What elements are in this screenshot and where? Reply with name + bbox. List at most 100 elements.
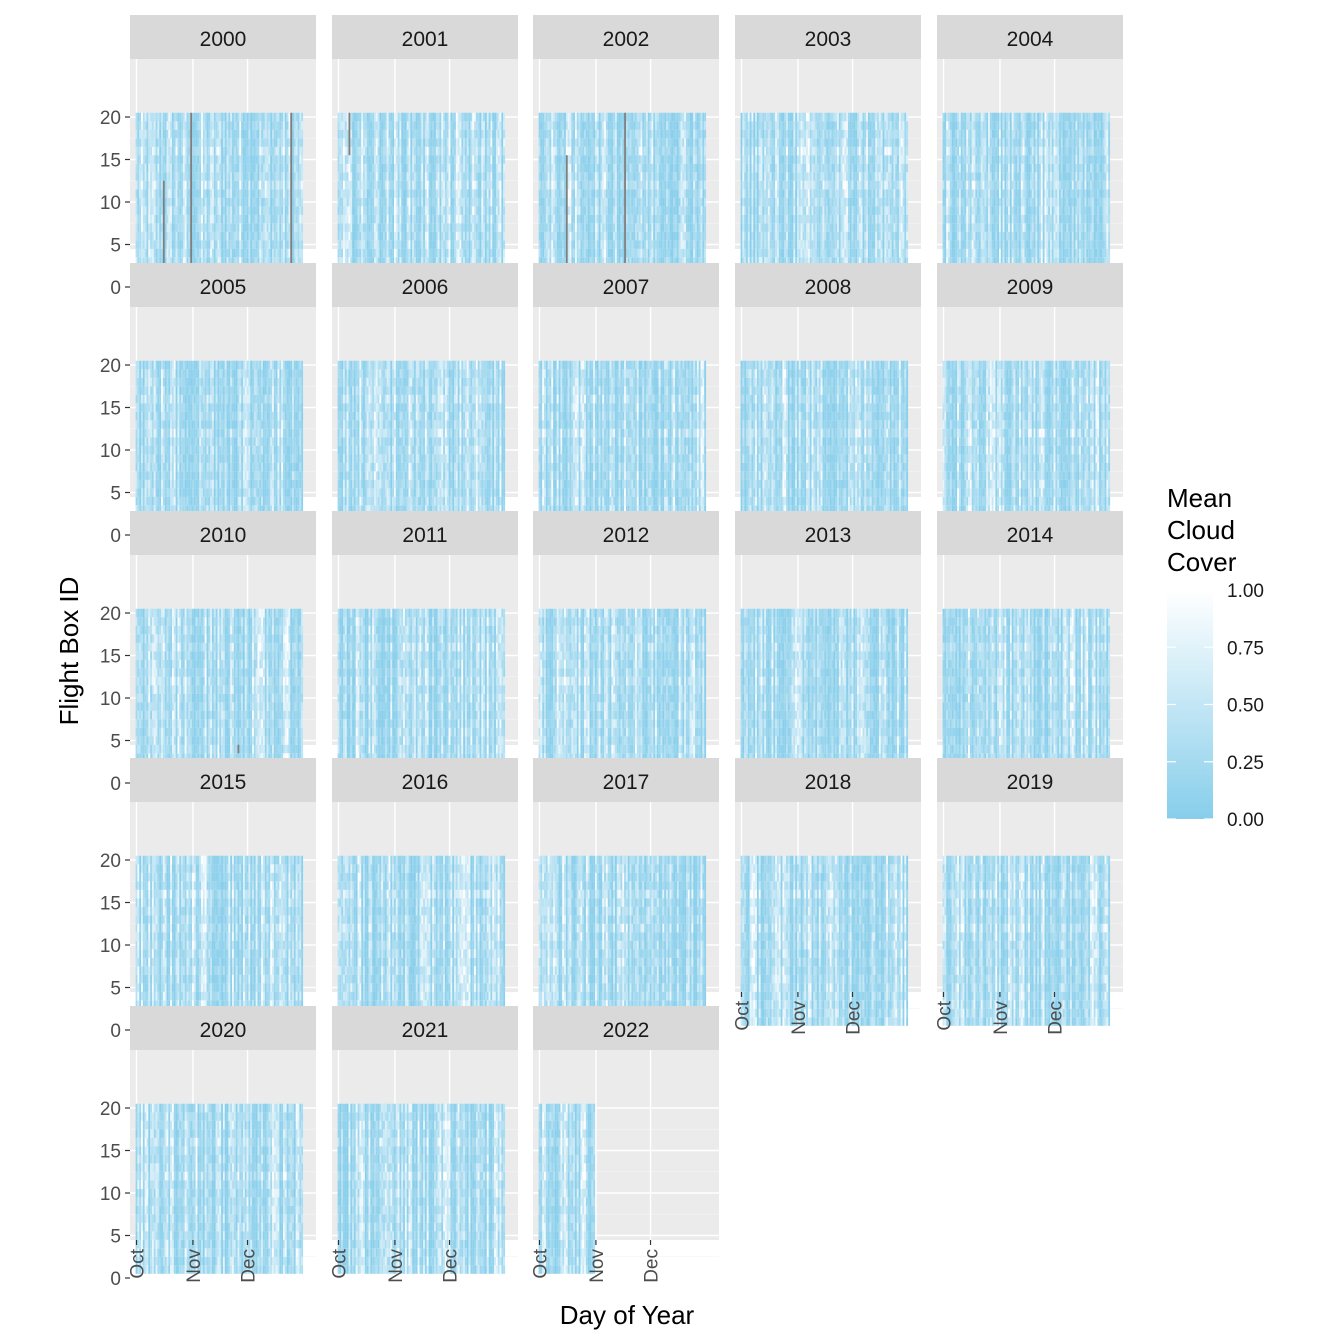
heat-cell [584, 248, 586, 258]
heat-cell [556, 163, 559, 173]
heat-cell [615, 129, 617, 139]
heat-cell [410, 146, 413, 156]
heat-cell [464, 206, 467, 215]
heat-cell [622, 206, 625, 215]
heat-cell [602, 257, 605, 266]
heat-cell [341, 240, 344, 249]
heat-cell [299, 129, 302, 139]
heat-cell [468, 257, 471, 266]
heat-cell [266, 129, 269, 139]
heat-cell [499, 240, 502, 249]
heat-cell [580, 155, 583, 164]
heat-cell [616, 180, 619, 190]
heat-cell [372, 189, 375, 198]
heat-cell [292, 231, 294, 241]
heat-cell [463, 231, 466, 241]
heat-cell [452, 189, 455, 198]
heat-cell [366, 240, 369, 249]
heat-cell [390, 214, 393, 224]
heat-cell [179, 240, 182, 249]
heat-cell [184, 231, 187, 241]
heat-cell [179, 206, 182, 215]
heat-cell [560, 138, 563, 147]
heat-cell [208, 257, 211, 266]
heat-cell [538, 240, 541, 249]
heat-cell [645, 206, 648, 215]
heat-cell [494, 206, 496, 215]
heat-cell [417, 197, 420, 207]
heat-cell [647, 248, 650, 258]
heat-cell [461, 257, 464, 266]
heat-cell [272, 223, 274, 232]
heat-cell [415, 146, 418, 156]
heat-cell [141, 155, 143, 164]
heat-cell [221, 223, 223, 232]
heat-cell [201, 189, 203, 198]
heat-cell [466, 197, 469, 207]
heat-cell [437, 163, 440, 173]
heat-cell [339, 146, 342, 156]
heat-cell [383, 121, 385, 130]
heat-cell [170, 172, 173, 181]
heat-cell [649, 206, 652, 215]
heat-cell [301, 129, 304, 139]
heat-cell [301, 163, 304, 173]
heat-cell [549, 172, 552, 181]
heat-cell [640, 248, 643, 258]
heat-cell [383, 214, 385, 224]
heat-cell [545, 121, 548, 130]
heat-cell [201, 223, 203, 232]
heat-cell [426, 172, 429, 181]
heat-cell [564, 231, 566, 241]
heat-cell [622, 231, 625, 241]
heat-cell [153, 180, 156, 190]
heat-cell [455, 146, 458, 156]
heat-cell [468, 121, 471, 130]
heat-cell [219, 172, 222, 181]
heat-cell [244, 155, 247, 164]
heat-cell [252, 146, 254, 156]
heat-cell [377, 257, 380, 266]
heat-cell [615, 214, 617, 224]
heat-cell [395, 129, 398, 139]
heat-cell [153, 146, 156, 156]
heat-cell [279, 155, 282, 164]
heat-cell [587, 231, 590, 241]
heat-cell [545, 223, 548, 232]
heat-cell [441, 240, 444, 249]
heat-cell [395, 180, 398, 190]
heat-cell [224, 214, 227, 224]
heat-cell [474, 214, 476, 224]
heat-cell [649, 121, 652, 130]
heat-cell [184, 257, 187, 266]
heat-cell [233, 197, 236, 207]
heat-cell [564, 146, 566, 156]
heat-cell [226, 146, 229, 156]
heat-cell [573, 180, 576, 190]
facet-panel-2000: 2000 [130, 15, 316, 288]
heat-cell [204, 248, 207, 258]
heat-cell [168, 240, 171, 249]
heat-cell [574, 172, 577, 181]
heat-cell [645, 214, 648, 224]
heat-cell [273, 240, 276, 249]
heat-cell [443, 180, 446, 190]
heat-cell [348, 189, 351, 198]
heat-cell [388, 223, 391, 232]
heat-cell [444, 214, 447, 224]
heat-cell [159, 248, 162, 258]
heat-cell [576, 206, 579, 215]
heat-cell [208, 248, 211, 258]
heat-cell [164, 112, 167, 122]
heat-cell [454, 146, 456, 156]
heat-cell [146, 223, 149, 232]
heat-cell [355, 214, 358, 224]
heat-cell [248, 248, 251, 258]
heat-cell [157, 197, 160, 207]
heat-cell [170, 121, 173, 130]
heat-cell [193, 248, 196, 258]
heat-cell [139, 129, 142, 139]
heat-cell [137, 180, 140, 190]
heat-cell [547, 223, 550, 232]
heat-cell [353, 146, 356, 156]
